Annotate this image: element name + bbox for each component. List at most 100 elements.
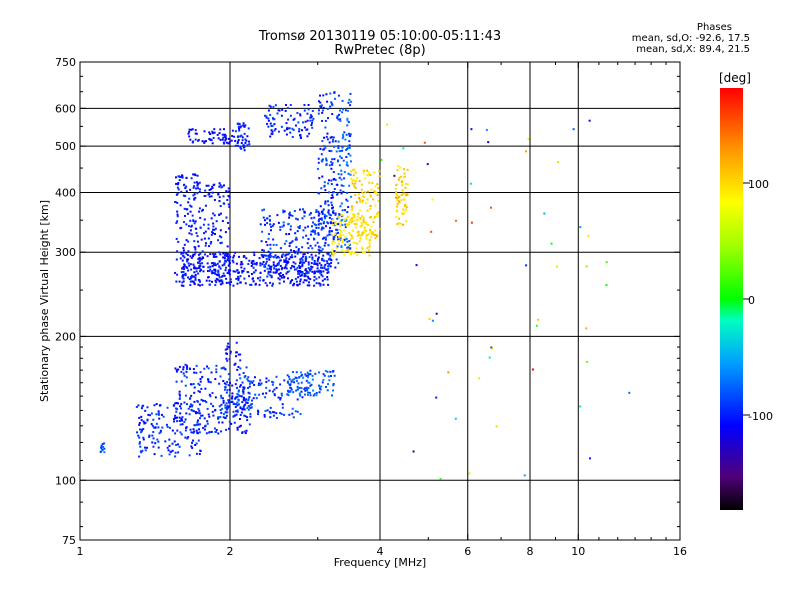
data-point (210, 262, 213, 265)
data-point (347, 172, 350, 175)
data-point (406, 183, 409, 186)
data-point (177, 175, 180, 178)
data-point (305, 379, 308, 382)
data-point (192, 382, 195, 385)
data-point (219, 375, 222, 378)
data-point (320, 227, 323, 230)
data-point (222, 136, 225, 139)
data-point (311, 256, 314, 259)
data-point (236, 404, 239, 407)
data-point (364, 177, 367, 180)
data-point (244, 415, 247, 418)
data-point (323, 148, 326, 151)
data-point (324, 119, 327, 122)
data-point (236, 401, 239, 404)
data-point (228, 399, 231, 402)
data-point (328, 264, 331, 267)
data-point (268, 254, 271, 257)
data-point (190, 394, 193, 397)
data-point (226, 254, 229, 257)
data-point (293, 282, 296, 285)
data-point (235, 277, 238, 280)
data-point (305, 234, 308, 237)
data-point (198, 267, 201, 270)
data-point (349, 173, 352, 176)
data-point (244, 432, 247, 435)
data-point (208, 283, 211, 286)
data-point (347, 121, 350, 124)
data-point (180, 407, 183, 410)
data-point (189, 280, 192, 283)
data-point (330, 201, 333, 204)
data-point (247, 127, 250, 130)
data-point (237, 403, 240, 406)
data-point (171, 442, 174, 445)
data-point (294, 232, 297, 235)
data-point (223, 142, 226, 145)
data-point (320, 218, 323, 221)
data-point (259, 262, 262, 265)
data-point (308, 256, 311, 259)
data-point (261, 230, 264, 233)
data-point (296, 385, 299, 388)
data-point (214, 430, 217, 433)
data-point (179, 204, 182, 207)
data-point (272, 105, 275, 108)
data-point (369, 204, 372, 207)
data-point (315, 277, 318, 280)
data-point (318, 371, 321, 374)
data-point (238, 129, 241, 132)
data-point (348, 184, 351, 187)
data-point (317, 270, 320, 273)
data-point (183, 267, 186, 270)
data-point (289, 214, 292, 217)
data-point (330, 150, 333, 153)
data-point (189, 397, 192, 400)
data-point (201, 262, 204, 265)
data-point (242, 396, 245, 399)
data-point (227, 257, 230, 260)
data-point (352, 174, 355, 177)
data-point (180, 380, 183, 383)
data-point (150, 412, 153, 415)
data-point (373, 171, 376, 174)
data-point (369, 228, 372, 231)
data-point (318, 385, 321, 388)
data-point (312, 237, 315, 240)
data-point (297, 249, 300, 252)
data-point (140, 430, 143, 433)
data-point (268, 267, 271, 270)
data-point (270, 125, 273, 128)
data-point (396, 169, 399, 172)
data-point (153, 404, 156, 407)
data-point (171, 449, 174, 452)
data-point (307, 373, 310, 376)
data-point (321, 266, 324, 269)
data-point (253, 383, 256, 386)
data-point (187, 225, 190, 228)
data-point (350, 170, 353, 173)
data-point (303, 275, 306, 278)
data-point (227, 187, 230, 190)
data-point (269, 229, 272, 232)
data-point (196, 421, 199, 424)
data-point (269, 105, 272, 108)
data-point (317, 258, 320, 261)
x-axis-label: Frequency [MHz] (334, 556, 426, 569)
data-point (257, 413, 260, 416)
data-point (176, 416, 179, 419)
data-point (149, 414, 152, 417)
data-point (323, 216, 326, 219)
data-point (304, 258, 307, 261)
data-point (281, 108, 284, 111)
data-point (393, 174, 396, 177)
data-point (237, 393, 240, 396)
data-point (252, 260, 255, 263)
data-point (218, 279, 221, 282)
data-point (402, 147, 405, 150)
data-point (350, 195, 353, 198)
data-point (327, 222, 330, 225)
data-point (233, 135, 236, 138)
data-point (140, 431, 143, 434)
data-point (313, 259, 316, 262)
